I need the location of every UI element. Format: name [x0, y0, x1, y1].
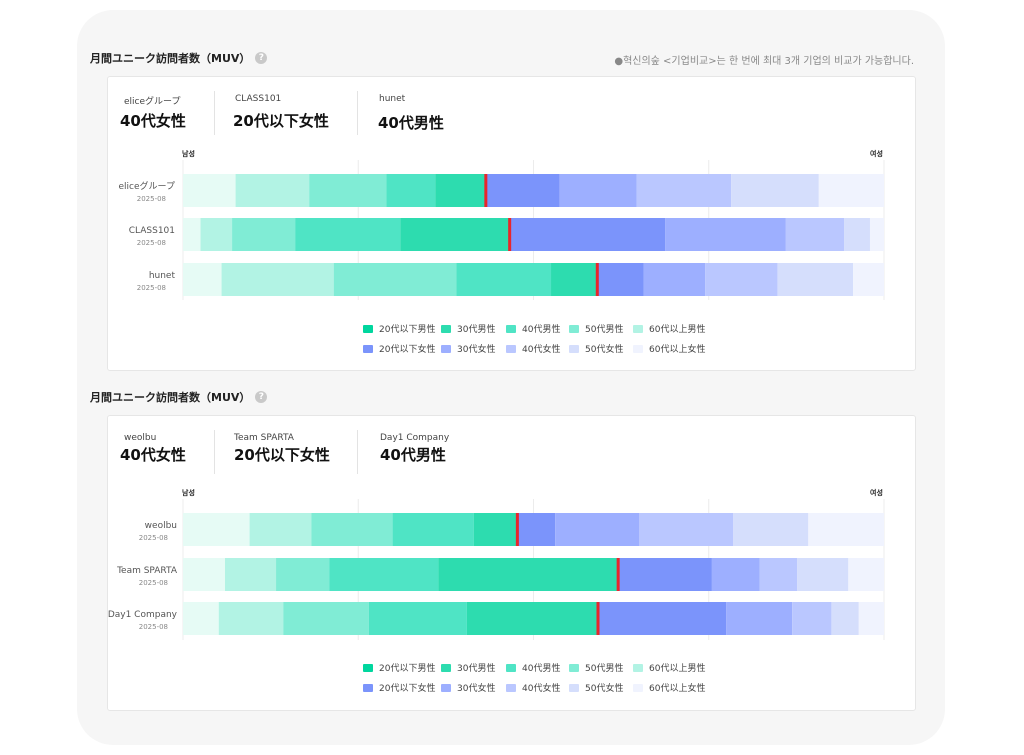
legend-swatch [633, 663, 643, 672]
legend-label: 40代女性 [522, 684, 561, 694]
legend-label: 50代男性 [585, 325, 624, 335]
summary-company-name: hunet [379, 94, 406, 104]
legend-swatch [441, 663, 451, 672]
legend-swatch [633, 344, 643, 353]
legend-label: 60代以上男性 [649, 664, 706, 674]
summary-top-segment: 20代以下女性 [234, 446, 330, 464]
axis-label-male: 남성 [182, 489, 195, 497]
section-title-text: 月間ユニーク訪問者数（MUV） [90, 391, 251, 404]
legend-item[interactable]: 50代男性 [569, 322, 623, 335]
legend-label: 50代女性 [585, 345, 624, 355]
legend-item[interactable]: 50代女性 [569, 342, 623, 355]
summary-company-name: weolbu [124, 433, 157, 443]
legend-label: 50代女性 [585, 684, 624, 694]
legend-item[interactable]: 20代以下男性 [363, 661, 435, 674]
legend-label: 30代女性 [457, 684, 496, 694]
legend-item[interactable]: 30代男性 [441, 322, 495, 335]
summary-top-segment: 20代以下女性 [233, 112, 329, 130]
legend-item[interactable]: 60代以上男性 [633, 322, 705, 335]
legend-label: 20代以下女性 [379, 345, 436, 355]
legend-label: 20代以下女性 [379, 684, 436, 694]
legend-item[interactable]: 60代以上女性 [633, 681, 705, 694]
summary-company-name: CLASS101 [235, 94, 282, 104]
legend-item[interactable]: 20代以下女性 [363, 342, 435, 355]
legend-label: 40代女性 [522, 345, 561, 355]
legend-label: 30代男性 [457, 325, 496, 335]
legend-item[interactable]: 40代女性 [506, 342, 560, 355]
legend-swatch [569, 324, 579, 333]
summary-top-segment: 40代女性 [120, 446, 186, 464]
legend-item[interactable]: 20代以下男性 [363, 322, 435, 335]
axis-label-male: 남성 [182, 150, 195, 158]
legend-swatch [569, 683, 579, 692]
summary-top-segment: 40代男性 [378, 114, 444, 132]
section-title-text: 月間ユニーク訪問者数（MUV） [90, 52, 251, 65]
legend-swatch [506, 344, 516, 353]
legend-swatch [569, 344, 579, 353]
legend-item[interactable]: 50代男性 [569, 661, 623, 674]
legend-label: 40代男性 [522, 325, 561, 335]
legend-item[interactable]: 50代女性 [569, 681, 623, 694]
legend-swatch [506, 683, 516, 692]
summary-divider [214, 91, 215, 135]
legend-swatch [633, 683, 643, 692]
legend-swatch [441, 344, 451, 353]
legend-item[interactable]: 40代男性 [506, 322, 560, 335]
legend-item[interactable]: 60代以上男性 [633, 661, 705, 674]
section-title: 月間ユニーク訪問者数（MUV） ? [90, 389, 268, 405]
summary-divider [357, 430, 358, 474]
legend-swatch [633, 324, 643, 333]
summary-top-segment: 40代男性 [380, 446, 446, 464]
summary-divider [214, 430, 215, 474]
legend-label: 60代以上女性 [649, 684, 706, 694]
legend-item[interactable]: 40代女性 [506, 681, 560, 694]
legend-label: 30代女性 [457, 345, 496, 355]
help-icon[interactable]: ? [255, 52, 268, 64]
legend-swatch [506, 663, 516, 672]
legend-item[interactable]: 60代以上女性 [633, 342, 705, 355]
legend-swatch [363, 324, 373, 333]
legend-swatch [506, 324, 516, 333]
legend-item[interactable]: 30代女性 [441, 342, 495, 355]
help-icon[interactable]: ? [255, 391, 268, 403]
legend-item[interactable]: 30代男性 [441, 661, 495, 674]
legend-item[interactable]: 30代女性 [441, 681, 495, 694]
legend-label: 30代男性 [457, 664, 496, 674]
comparison-note: ●혁신의숲 <기업비교>는 한 번에 최대 3개 기업의 비교가 가능합니다. [614, 56, 914, 67]
legend-label: 50代男性 [585, 664, 624, 674]
axis-label-female: 여성 [870, 150, 883, 158]
legend-label: 20代以下男性 [379, 325, 436, 335]
legend-swatch [569, 663, 579, 672]
summary-top-segment: 40代女性 [120, 112, 186, 130]
legend-item[interactable]: 40代男性 [506, 661, 560, 674]
legend-swatch [363, 344, 373, 353]
summary-divider [357, 91, 358, 135]
legend-item[interactable]: 20代以下女性 [363, 681, 435, 694]
legend-swatch [441, 324, 451, 333]
section-title: 月間ユニーク訪問者数（MUV） ? [90, 50, 268, 66]
legend-label: 40代男性 [522, 664, 561, 674]
legend-label: 60代以上男性 [649, 325, 706, 335]
axis-label-female: 여성 [870, 489, 883, 497]
summary-company-name: Team SPARTA [234, 433, 294, 443]
legend-swatch [363, 683, 373, 692]
legend-label: 60代以上女性 [649, 345, 706, 355]
summary-company-name: eliceグループ [124, 97, 181, 107]
summary-company-name: Day1 Company [380, 433, 450, 443]
legend-label: 20代以下男性 [379, 664, 436, 674]
legend-swatch [363, 663, 373, 672]
legend-swatch [441, 683, 451, 692]
